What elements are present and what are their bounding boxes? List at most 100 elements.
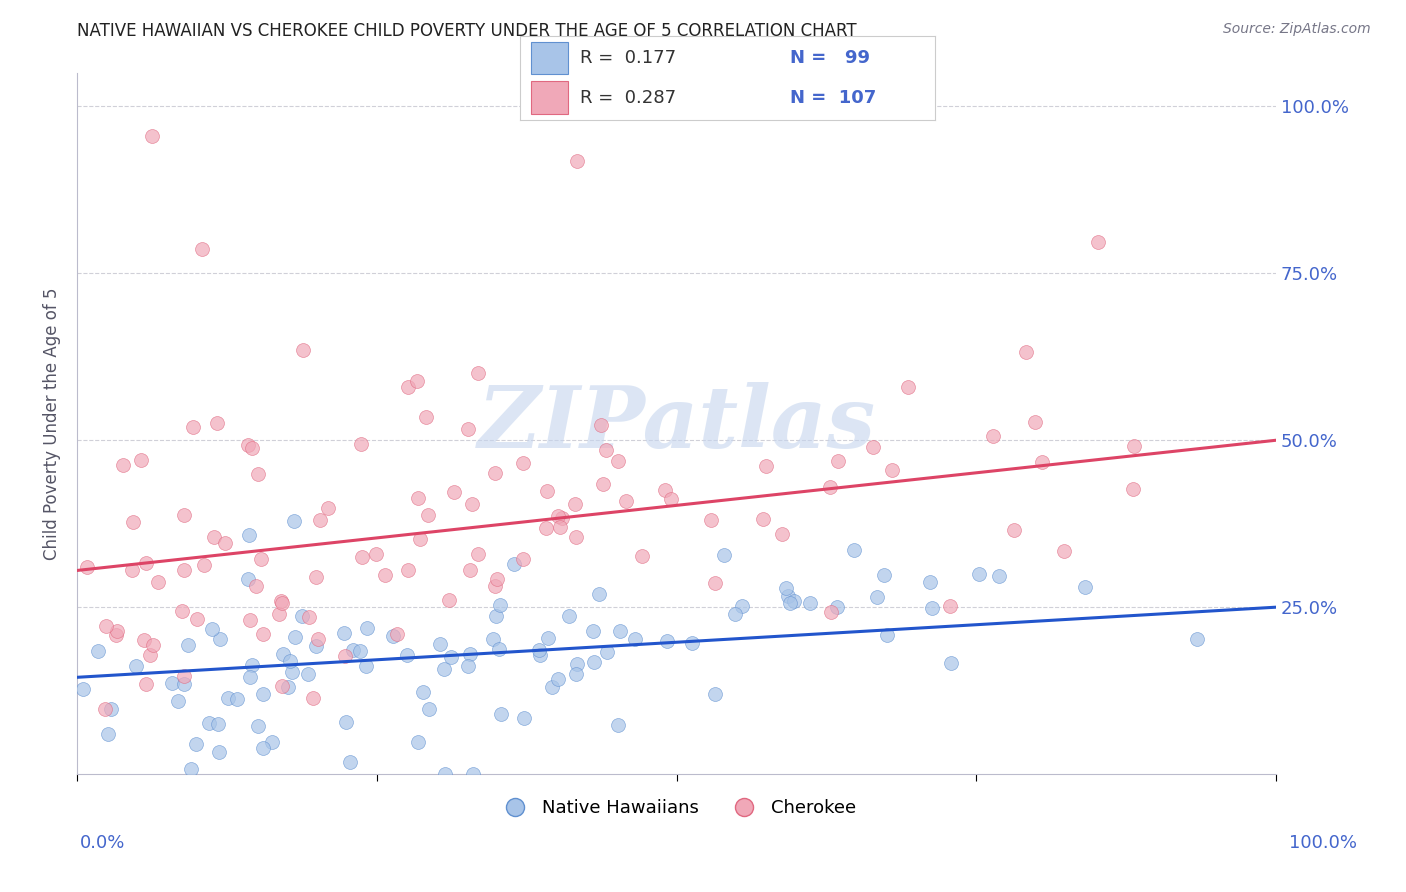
Point [170, 604, 193, 618]
Point [396, 563, 419, 577]
Point [1122, 440, 1144, 454]
Point [408, 735, 430, 749]
Point [167, 694, 190, 708]
Point [582, 624, 605, 638]
Point [443, 484, 465, 499]
Point [873, 567, 896, 582]
Point [988, 568, 1011, 582]
Point [125, 659, 148, 673]
Point [416, 508, 439, 523]
Point [382, 629, 405, 643]
Point [335, 714, 357, 729]
Point [217, 691, 239, 706]
Point [284, 630, 307, 644]
Point [537, 631, 560, 645]
Point [277, 680, 299, 694]
Point [242, 658, 264, 673]
Point [269, 607, 291, 622]
Point [1024, 415, 1046, 429]
Point [139, 648, 162, 662]
Point [207, 716, 229, 731]
Point [350, 436, 373, 450]
Point [488, 642, 510, 657]
Point [541, 680, 564, 694]
Point [134, 677, 156, 691]
Point [752, 511, 775, 525]
Point [247, 719, 270, 733]
Point [467, 366, 489, 380]
Point [226, 692, 249, 706]
Point [111, 458, 134, 472]
Point [418, 702, 440, 716]
Point [565, 154, 588, 169]
Point [595, 442, 617, 457]
Y-axis label: Child Poverty Under the Age of 5: Child Poverty Under the Age of 5 [44, 287, 60, 560]
Point [191, 242, 214, 256]
Point [724, 607, 747, 621]
Point [557, 609, 579, 624]
Point [305, 639, 328, 653]
Point [349, 644, 371, 658]
Point [252, 741, 274, 756]
Point [457, 422, 479, 436]
Point [564, 497, 586, 511]
Point [197, 716, 219, 731]
Point [1053, 544, 1076, 558]
Point [186, 612, 208, 626]
Point [202, 530, 225, 544]
Point [72, 681, 94, 696]
Point [208, 745, 231, 759]
Point [827, 454, 849, 468]
Point [614, 493, 637, 508]
Point [207, 416, 229, 430]
Point [1087, 235, 1109, 250]
Point [292, 343, 315, 358]
Text: NATIVE HAWAIIAN VS CHEROKEE CHILD POVERTY UNDER THE AGE OF 5 CORRELATION CHART: NATIVE HAWAIIAN VS CHEROKEE CHILD POVERT… [77, 22, 856, 40]
Point [173, 563, 195, 577]
Point [547, 508, 569, 523]
Point [160, 675, 183, 690]
Point [121, 563, 143, 577]
Point [489, 599, 512, 613]
Point [87, 644, 110, 658]
Point [100, 701, 122, 715]
Point [250, 551, 273, 566]
Point [406, 491, 429, 505]
Point [467, 547, 489, 561]
Point [93, 702, 115, 716]
FancyBboxPatch shape [530, 42, 568, 74]
Point [273, 647, 295, 661]
Point [583, 656, 606, 670]
Point [654, 483, 676, 498]
Point [876, 628, 898, 642]
Point [513, 711, 536, 725]
Point [866, 591, 889, 605]
Point [1031, 455, 1053, 469]
Point [132, 632, 155, 647]
Point [981, 429, 1004, 443]
Point [173, 668, 195, 682]
Point [238, 528, 260, 542]
Point [486, 572, 509, 586]
Point [755, 459, 778, 474]
Text: 0.0%: 0.0% [80, 834, 125, 852]
Point [177, 638, 200, 652]
Point [122, 515, 145, 529]
Point [193, 558, 215, 573]
Point [565, 667, 588, 681]
Point [461, 767, 484, 781]
Point [713, 549, 735, 563]
Point [704, 575, 727, 590]
Point [396, 380, 419, 394]
Point [173, 677, 195, 691]
Point [333, 648, 356, 663]
Point [356, 659, 378, 673]
Point [105, 624, 128, 638]
Point [439, 593, 461, 607]
Point [565, 657, 588, 671]
Point [460, 563, 482, 577]
Point [460, 497, 482, 511]
Point [457, 659, 479, 673]
Point [142, 638, 165, 652]
Point [412, 684, 434, 698]
